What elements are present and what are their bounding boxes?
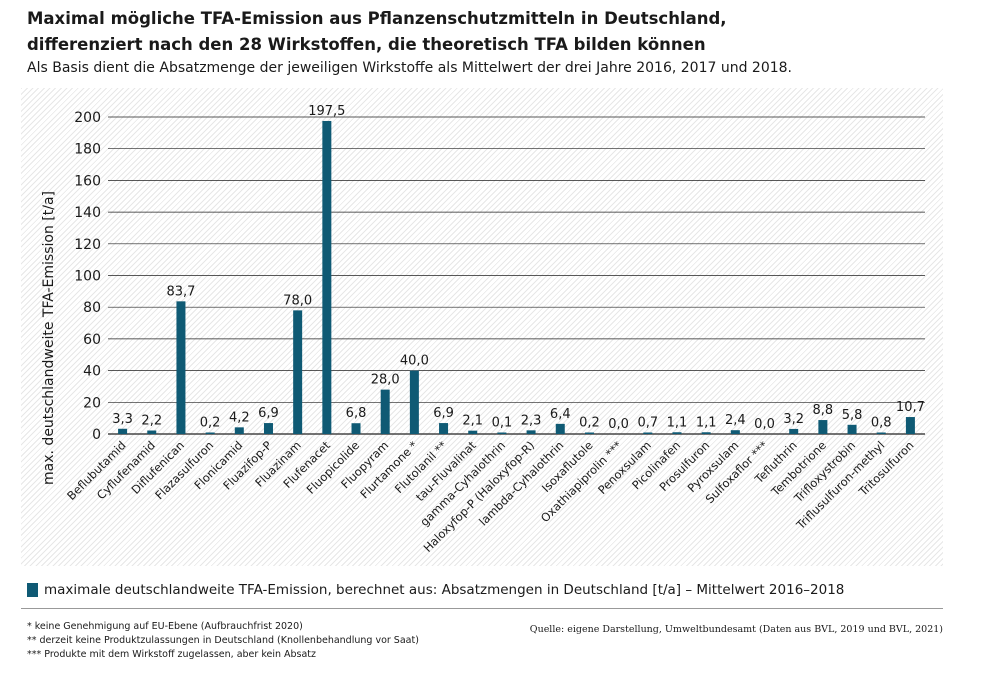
bar	[118, 428, 128, 434]
bar-chart: 0 20 40 60 80 100 120 140 160 180 200 3,3 2,2 83,7 0,…	[41, 104, 925, 555]
value-label: 2,3	[521, 413, 542, 428]
bar	[701, 432, 711, 434]
bar	[263, 423, 273, 434]
value-label: 0,7	[637, 416, 658, 431]
y-tick-label: 120	[74, 237, 101, 253]
value-label: 3,3	[112, 412, 133, 427]
bars	[118, 120, 915, 435]
value-label: 28,0	[371, 373, 400, 388]
value-label: 10,7	[896, 400, 925, 415]
value-label: 83,7	[166, 284, 195, 299]
bar	[905, 417, 915, 434]
value-label: 197,5	[308, 104, 345, 119]
bar	[789, 428, 799, 434]
value-label: 1,1	[667, 415, 688, 430]
y-tick-label: 200	[74, 110, 101, 126]
value-label: 78,0	[283, 293, 312, 308]
footnote-3: *** Produkte mit dem Wirkstoff zugelasse…	[27, 649, 317, 660]
chart-panel: 0 20 40 60 80 100 120 140 160 180 200 3,3 2,2 83,7 0,…	[21, 88, 943, 566]
bar	[643, 432, 653, 434]
value-labels: 3,3 2,2 83,7 0,2 4,2 6,9 78,0 197,5 6,8 28,040,0 6…	[112, 104, 925, 432]
value-label: 0,0	[754, 417, 775, 432]
value-label: 6,8	[346, 406, 367, 421]
x-axis-labels: BeflubutamidCyflufenamidDiflufenicanFlaz…	[64, 438, 916, 555]
bar	[876, 432, 886, 434]
grid-lines	[108, 116, 925, 435]
value-label: 0,2	[200, 416, 221, 431]
value-label: 1,1	[696, 415, 717, 430]
y-tick-label: 80	[83, 300, 101, 316]
value-label: 40,0	[400, 354, 429, 369]
bar	[234, 427, 244, 434]
bar	[351, 423, 361, 434]
bar	[555, 423, 565, 434]
legend: maximale deutschlandweite TFA-Emission, …	[27, 582, 844, 598]
y-tick-label: 140	[74, 205, 101, 221]
footer-divider	[21, 608, 943, 609]
y-tick-label: 40	[83, 364, 101, 380]
y-tick-label: 100	[74, 269, 101, 285]
y-axis-ticks: 0 20 40 60 80 100 120 140 160 180 200	[74, 110, 101, 443]
value-label: 2,4	[725, 413, 746, 428]
value-label: 0,0	[608, 417, 629, 432]
title-line-1: Maximal mögliche TFA-Emission aus Pflanz…	[27, 9, 727, 28]
y-tick-label: 20	[83, 395, 101, 411]
value-label: 0,2	[579, 416, 600, 431]
bar	[468, 430, 478, 434]
bar	[526, 430, 536, 434]
bar	[497, 432, 507, 434]
bar	[322, 120, 332, 435]
bar	[847, 424, 857, 434]
value-label: 5,8	[842, 408, 863, 423]
bar	[584, 432, 594, 434]
y-tick-label: 160	[74, 173, 101, 189]
value-label: 8,8	[813, 403, 834, 418]
value-label: 3,2	[783, 412, 804, 427]
value-label: 6,9	[433, 406, 454, 421]
y-tick-label: 180	[74, 142, 101, 158]
legend-swatch	[27, 583, 38, 597]
chart-subtitle: Als Basis dient die Absatzmenge der jewe…	[27, 60, 793, 76]
value-label: 2,1	[462, 414, 483, 429]
y-tick-label: 60	[83, 332, 101, 348]
bar	[293, 310, 303, 434]
bar	[439, 423, 449, 434]
value-label: 6,4	[550, 407, 571, 422]
bar	[205, 432, 215, 434]
title-line-2: differenziert nach den 28 Wirkstoffen, d…	[27, 35, 706, 54]
y-axis-label: max. deutschlandweite TFA-Emission [t/a]	[41, 191, 57, 485]
bar	[380, 389, 390, 434]
bar	[818, 420, 828, 434]
bar	[409, 370, 419, 434]
y-tick-label: 0	[92, 427, 101, 443]
legend-label: maximale deutschlandweite TFA-Emission, …	[44, 582, 845, 598]
bar	[176, 301, 186, 434]
source-note: Quelle: eigene Darstellung, Umweltbundes…	[529, 624, 943, 635]
bar	[672, 432, 682, 434]
bar	[730, 430, 740, 434]
value-label: 0,8	[871, 416, 892, 431]
value-label: 4,2	[229, 410, 250, 425]
footnote-2: ** derzeit keine Produktzulassungen in D…	[27, 635, 419, 646]
chart-title: Maximal mögliche TFA-Emission aus Pflanz…	[27, 6, 727, 58]
value-label: 6,9	[258, 406, 279, 421]
value-label: 0,1	[492, 416, 513, 431]
value-label: 2,2	[141, 414, 162, 429]
bar	[147, 430, 157, 434]
footnote-1: * keine Genehmigung auf EU-Ebene (Aufbra…	[27, 621, 303, 632]
